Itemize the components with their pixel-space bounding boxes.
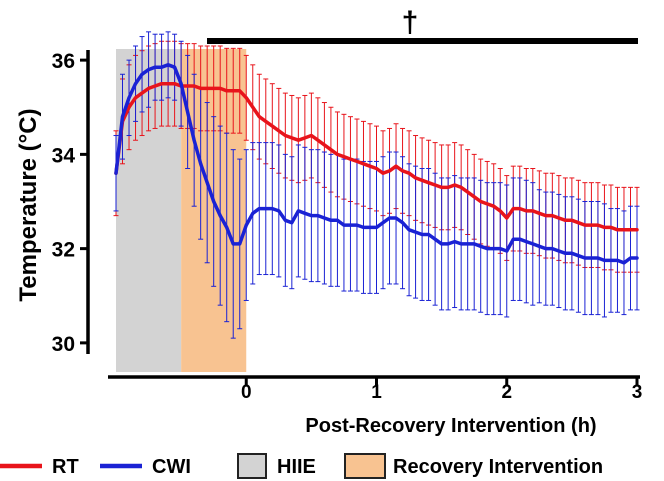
significance-marker: † [207,6,638,44]
y-tick-label: 30 [52,333,75,356]
legend-swatch-hiie [237,453,267,479]
legend-label-recovery-intervention: Recovery Intervention [393,456,603,478]
legend-label-cwi: CWI [152,456,191,478]
legend-swatch-recovery-intervention [344,453,386,479]
y-tick-label: 34 [52,144,76,167]
legend: RT CWI HIIE Recovery Intervention [0,453,603,479]
series-lines [114,63,639,265]
cwi-line [114,63,639,265]
legend-item-rt: RT [0,456,79,478]
rt-line [114,81,639,232]
x-tick-label: 2 [501,382,512,403]
x-tick-label: 0 [241,382,252,403]
y-tick-label: 36 [52,50,75,73]
x-tick-label: 3 [632,382,643,403]
legend-label-rt: RT [52,456,79,478]
legend-item-hiie: HIIE [237,453,316,479]
legend-item-cwi: CWI [100,456,191,478]
significance-symbol: † [402,6,419,39]
y-axis-title: Temperature (°C) [15,108,42,301]
legend-item-recovery-intervention: Recovery Intervention [344,453,603,479]
x-tick-label: 1 [371,382,382,403]
y-tick-label: 32 [52,239,75,262]
x-axis-title: Post-Recovery Intervention (h) [305,415,596,437]
legend-label-hiie: HIIE [277,456,316,478]
axes: 30 32 34 36 0 1 2 3 Post-Recovery Intervention (… [15,50,642,437]
